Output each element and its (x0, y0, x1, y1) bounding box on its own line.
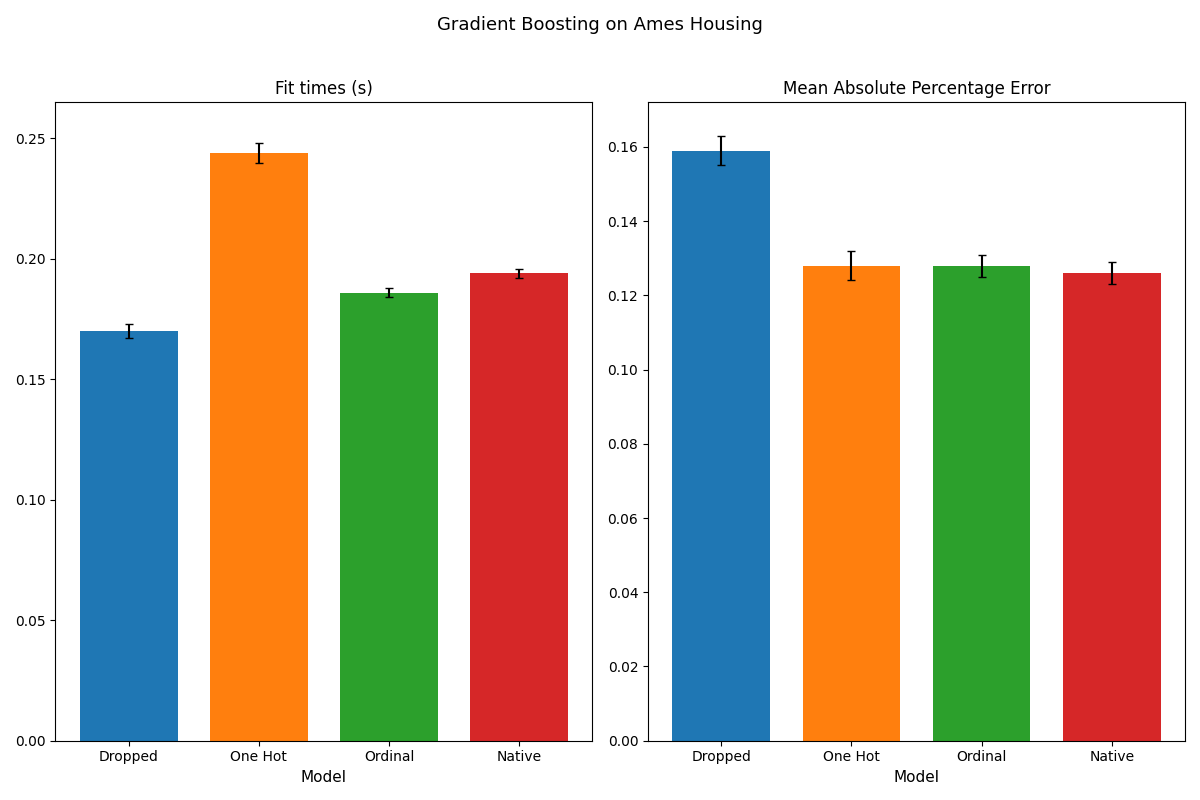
Text: Gradient Boosting on Ames Housing: Gradient Boosting on Ames Housing (437, 16, 763, 34)
Title: Fit times (s): Fit times (s) (275, 80, 373, 98)
Bar (1063, 273, 1160, 741)
Bar (803, 266, 900, 741)
Bar (932, 266, 1031, 741)
X-axis label: Model: Model (301, 770, 347, 785)
X-axis label: Model: Model (894, 770, 940, 785)
Bar (341, 293, 438, 741)
Bar (672, 150, 770, 741)
Title: Mean Absolute Percentage Error: Mean Absolute Percentage Error (782, 80, 1050, 98)
Bar (210, 153, 307, 741)
Bar (80, 331, 178, 741)
Bar (470, 274, 568, 741)
